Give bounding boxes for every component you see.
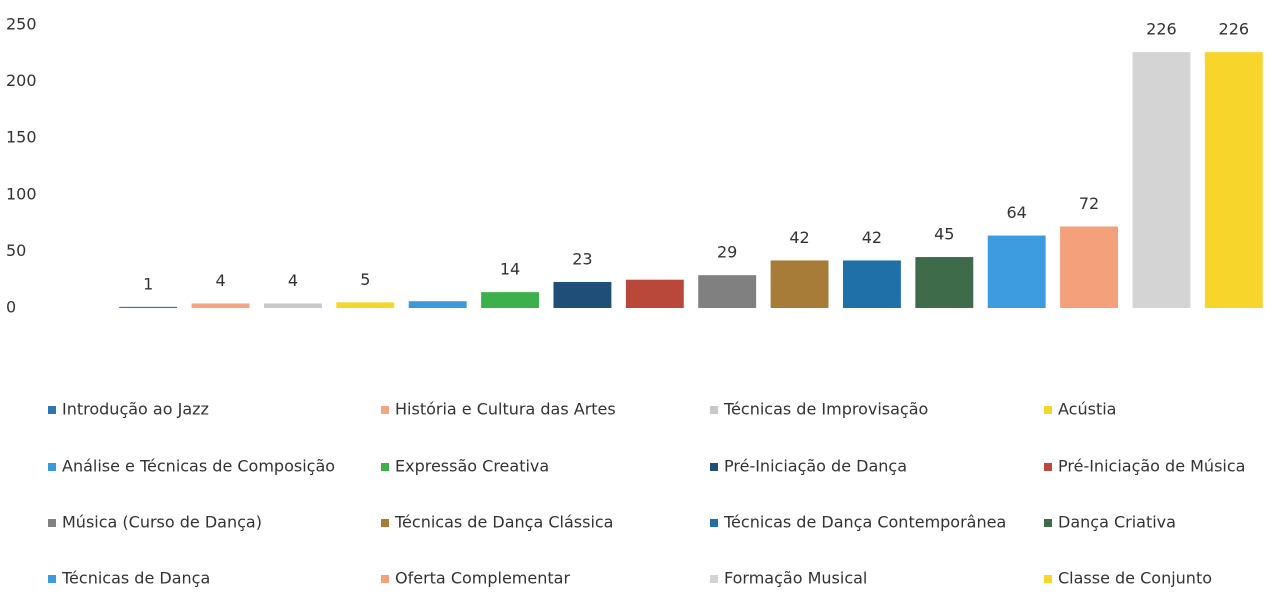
data-label: 226 <box>1219 20 1250 39</box>
bar <box>336 302 395 308</box>
y-tick-label: 150 <box>6 128 37 147</box>
bar <box>698 275 757 308</box>
data-label: 1 <box>143 274 153 293</box>
legend-swatch <box>710 575 718 583</box>
data-label: 42 <box>789 228 809 247</box>
legend-swatch <box>381 519 389 527</box>
y-tick-label: 200 <box>6 71 37 90</box>
legend-label: Expressão Creativa <box>395 457 549 476</box>
y-tick-label: 0 <box>6 298 16 317</box>
legend-label: Oferta Complementar <box>395 569 570 588</box>
data-label: 226 <box>1146 20 1177 39</box>
legend-label: Música (Curso de Dança) <box>62 513 262 532</box>
bar <box>842 260 901 308</box>
legend-label: História e Cultura das Artes <box>395 400 616 419</box>
legend-label: Formação Musical <box>724 569 867 588</box>
data-label: 5 <box>360 270 370 289</box>
legend-swatch <box>710 463 718 471</box>
data-label: 42 <box>862 228 882 247</box>
legend-label: Pré-Iniciação de Música <box>1058 457 1245 476</box>
bar <box>770 260 829 308</box>
bar <box>915 257 974 308</box>
bar <box>1060 226 1119 308</box>
bar <box>481 292 540 308</box>
data-label: 72 <box>1079 194 1099 213</box>
bar <box>1132 52 1191 308</box>
legend-swatch <box>381 463 389 471</box>
legend-label: Técnicas de Dança Contemporânea <box>723 513 1006 532</box>
data-label: 45 <box>934 225 954 244</box>
legend-label: Técnicas de Improvisação <box>723 400 928 419</box>
legend-swatch <box>48 575 56 583</box>
bar <box>119 306 178 308</box>
legend-swatch <box>1044 406 1052 414</box>
bar <box>987 235 1046 308</box>
y-tick-label: 250 <box>6 15 37 34</box>
data-label: 23 <box>572 249 592 268</box>
legend-label: Acústia <box>1058 400 1116 419</box>
legend-swatch <box>710 519 718 527</box>
bar <box>408 301 467 308</box>
data-label: 14 <box>500 260 520 279</box>
legend-swatch <box>1044 463 1052 471</box>
legend-label: Pré-Iniciação de Dança <box>724 457 907 476</box>
legend-swatch <box>1044 519 1052 527</box>
bar <box>553 281 612 308</box>
legend-label: Análise e Técnicas de Composição <box>62 457 335 476</box>
legend-label: Dança Criativa <box>1058 513 1176 532</box>
bar <box>191 303 250 308</box>
legend-swatch <box>48 463 56 471</box>
bar <box>1204 52 1263 308</box>
data-label: 4 <box>288 271 298 290</box>
y-tick-label: 50 <box>6 241 26 260</box>
legend-swatch <box>48 406 56 414</box>
data-label: 29 <box>717 243 737 262</box>
legend-label: Classe de Conjunto <box>1058 569 1212 588</box>
legend-swatch <box>48 519 56 527</box>
data-label: 4 <box>215 271 225 290</box>
bar <box>263 303 322 308</box>
data-label: 64 <box>1007 203 1027 222</box>
y-tick-label: 100 <box>6 184 37 203</box>
legend-swatch <box>710 406 718 414</box>
legend-swatch <box>381 575 389 583</box>
legend-swatch <box>381 406 389 414</box>
bar <box>625 279 684 308</box>
legend-swatch <box>1044 575 1052 583</box>
legend-label: Introdução ao Jazz <box>62 400 209 419</box>
legend-label: Técnicas de Dança <box>61 569 210 588</box>
legend-label: Técnicas de Dança Clássica <box>394 513 613 532</box>
